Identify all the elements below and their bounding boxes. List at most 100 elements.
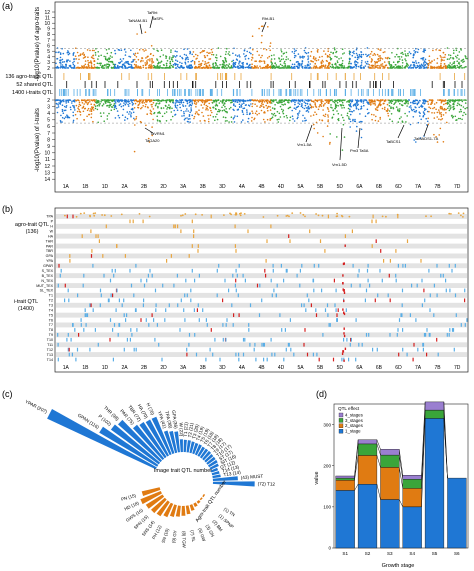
manhattan-point bbox=[409, 52, 412, 55]
radial-bar-label: (43) MUST bbox=[241, 474, 264, 481]
manhattan-point bbox=[213, 99, 216, 102]
manhattan-point bbox=[293, 107, 296, 109]
stack-segment-4_stages bbox=[335, 475, 355, 479]
qtl-tick bbox=[362, 89, 364, 96]
manhattan-point bbox=[114, 99, 116, 101]
manhattan-point bbox=[379, 99, 382, 101]
heatmap-qtl-mark bbox=[151, 313, 153, 317]
heatmap-qtl-mark bbox=[324, 249, 326, 253]
heatmap-qtl-mark bbox=[132, 219, 134, 224]
manhattan-point bbox=[89, 110, 91, 112]
manhattan-point bbox=[128, 66, 130, 68]
manhattan-point bbox=[245, 54, 247, 57]
manhattan-point bbox=[203, 63, 206, 66]
qtl-tick bbox=[163, 81, 165, 88]
manhattan-point bbox=[280, 49, 282, 51]
heatmap-qtl-mark bbox=[107, 298, 109, 303]
manhattan-point bbox=[96, 108, 99, 111]
manhattan-point bbox=[408, 99, 411, 101]
manhattan-point bbox=[243, 53, 245, 55]
heatmap-qtl-mark bbox=[242, 337, 245, 342]
heatmap-qtl-mark bbox=[397, 328, 399, 332]
manhattan-point bbox=[124, 67, 127, 69]
manhattan-point bbox=[378, 65, 381, 67]
manhattan-point bbox=[111, 61, 114, 63]
manhattan-point bbox=[400, 52, 402, 55]
manhattan-point bbox=[364, 61, 367, 63]
heatmap-qtl-mark bbox=[342, 274, 344, 277]
manhattan-point bbox=[184, 58, 187, 61]
heatmap-top-dot bbox=[110, 215, 113, 217]
manhattan-point bbox=[170, 49, 172, 51]
manhattan-point bbox=[114, 100, 116, 103]
qtl-heatmap-panel: TPAPHWHATHRPARTBRGPAYPAGPARS_TEXB_TEXN_T… bbox=[14, 207, 469, 373]
ytick-label: 13 bbox=[44, 170, 50, 176]
manhattan-point bbox=[126, 117, 129, 120]
manhattan-point bbox=[228, 121, 230, 123]
manhattan-point bbox=[310, 106, 313, 109]
heatmap-qtl-mark bbox=[372, 347, 374, 352]
heatmap-qtl-mark bbox=[126, 313, 128, 317]
manhattan-point bbox=[176, 60, 179, 62]
manhattan-point bbox=[214, 116, 217, 118]
manhattan-point bbox=[362, 53, 365, 56]
heatmap-qtl-mark bbox=[72, 214, 74, 219]
manhattan-point bbox=[359, 65, 362, 67]
qtl-tick bbox=[197, 89, 199, 96]
manhattan-point bbox=[303, 101, 306, 103]
manhattan-point bbox=[457, 117, 460, 120]
radial-bar-agro-trait bbox=[185, 505, 191, 515]
manhattan-point bbox=[443, 59, 445, 62]
manhattan-point bbox=[59, 103, 62, 105]
manhattan-point bbox=[281, 111, 284, 113]
manhattan-point bbox=[59, 120, 62, 122]
manhattan-point bbox=[60, 121, 62, 123]
manhattan-point bbox=[378, 55, 380, 57]
manhattan-point bbox=[81, 102, 84, 104]
manhattan-point bbox=[445, 64, 447, 67]
qtl-tick bbox=[464, 89, 466, 96]
manhattan-point bbox=[216, 65, 219, 67]
qtl-tick bbox=[200, 89, 202, 96]
manhattan-point bbox=[249, 63, 251, 66]
manhattan-point bbox=[224, 116, 227, 119]
heatmap-qtl-mark bbox=[109, 318, 112, 322]
manhattan-point bbox=[266, 101, 269, 104]
manhattan-point bbox=[456, 64, 459, 67]
manhattan-point bbox=[187, 110, 189, 112]
manhattan-point bbox=[336, 61, 339, 64]
heatmap-qtl-mark bbox=[285, 347, 287, 352]
manhattan-point bbox=[194, 67, 196, 69]
manhattan-point bbox=[128, 100, 130, 103]
manhattan-point bbox=[458, 51, 461, 53]
manhattan-point bbox=[223, 109, 225, 111]
manhattan-point bbox=[390, 107, 393, 109]
manhattan-point bbox=[96, 62, 99, 65]
manhattan-point bbox=[92, 109, 95, 111]
manhattan-point bbox=[65, 105, 68, 107]
heatmap-qtl-mark bbox=[148, 323, 150, 327]
heatmap-qtl-mark bbox=[436, 337, 438, 342]
annot-tamads: TaMADS1-7A bbox=[414, 136, 439, 141]
heatmap-qtl-mark bbox=[296, 273, 298, 278]
manhattan-point bbox=[355, 107, 358, 109]
qtl-tick bbox=[345, 81, 347, 88]
manhattan-point bbox=[166, 106, 169, 109]
qtl-tick bbox=[310, 73, 312, 80]
manhattan-point bbox=[348, 116, 350, 118]
qtl-tick bbox=[239, 89, 241, 96]
heatmap-qtl-mark bbox=[234, 224, 236, 229]
manhattan-point bbox=[180, 109, 182, 112]
manhattan-point bbox=[224, 110, 227, 113]
manhattan-point bbox=[189, 121, 191, 123]
heatmap-qtl-mark bbox=[344, 234, 346, 238]
heatmap-qtl-mark bbox=[285, 268, 287, 273]
manhattan-point bbox=[400, 67, 402, 69]
manhattan-point bbox=[242, 100, 245, 102]
radial-bar-image-trait bbox=[174, 431, 180, 453]
manhattan-point bbox=[273, 112, 276, 115]
manhattan-point bbox=[461, 66, 463, 69]
manhattan-point bbox=[91, 99, 93, 102]
manhattan-point bbox=[90, 56, 93, 58]
radial-bar-label: GT (12) bbox=[219, 460, 236, 470]
